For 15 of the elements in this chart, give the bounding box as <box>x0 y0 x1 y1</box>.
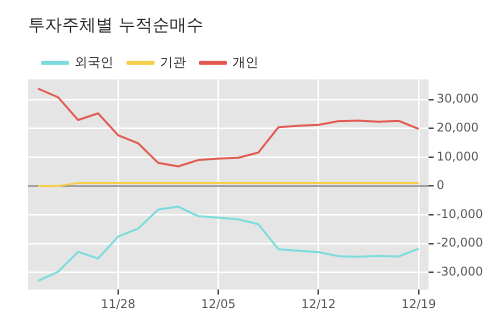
x-tick-label: 12/12 <box>301 296 336 311</box>
y-tick-label: 20,000 <box>436 120 479 134</box>
x-tick-label: 11/28 <box>100 296 136 311</box>
y-tick-label: -30,000 <box>436 264 484 278</box>
x-tick-label: 12/05 <box>201 296 236 311</box>
y-tick-label: 30,000 <box>436 92 479 106</box>
y-tick-label: 0 <box>436 178 444 192</box>
y-tick-label: -20,000 <box>436 236 484 250</box>
legend-label: 개인 <box>232 55 258 70</box>
legend-label: 외국인 <box>74 55 114 70</box>
y-tick-label: -10,000 <box>436 206 484 221</box>
x-tick-label: 12/19 <box>401 296 436 311</box>
y-tick-label: 10,000 <box>436 149 479 164</box>
legend-label: 기관 <box>160 55 186 70</box>
chart-title: 투자주체별 누적순매수 <box>28 16 204 36</box>
